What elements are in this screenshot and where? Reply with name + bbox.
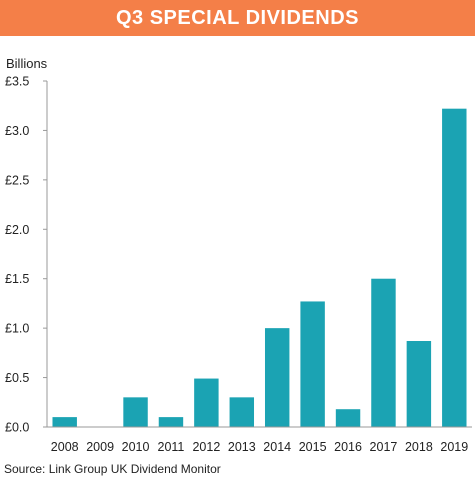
y-tick-label: £1.0 [5, 322, 29, 336]
bar-2014 [264, 328, 290, 427]
bar-2010 [123, 397, 148, 427]
y-tick-label: £2.5 [5, 173, 29, 187]
x-axis: 2008 2009 2010 2011 2012 2013 2014 2015 2016 2017… [47, 426, 472, 454]
bar-2013 [229, 397, 255, 427]
y-tick-label: £1.5 [5, 272, 29, 286]
chart-title: Q3 SPECIAL DIVIDENDS [115, 6, 360, 29]
y-tick-label: £0.0 [5, 421, 29, 435]
y-axis: £0.0 £0.5 £1.0 £1.5 £2.0 £2.5 £3.0 £3.5 [5, 75, 48, 435]
y-tick-label: £3.5 [5, 75, 29, 89]
x-tick-label-2011: 2011 [158, 440, 185, 454]
bar-2017 [371, 278, 396, 427]
bar-2016 [335, 409, 361, 427]
x-tick-label-2019: 2019 [440, 440, 468, 454]
x-tick-label-2010: 2010 [122, 440, 150, 454]
bar-2018 [406, 340, 432, 427]
source-note: Source: Link Group UK Dividend Monitor [4, 462, 221, 476]
bar-2011 [158, 417, 184, 427]
bar-2008 [52, 417, 77, 427]
bar-2012 [194, 378, 219, 427]
y-tick-label: £0.5 [5, 371, 29, 385]
chart-title-banner: Q3 SPECIAL DIVIDENDS [0, 0, 475, 36]
bars [52, 108, 467, 428]
bar-2015 [300, 301, 325, 427]
x-tick-label-2012: 2012 [192, 440, 220, 454]
y-tick-label: £3.0 [5, 124, 29, 138]
x-tick-label-2018: 2018 [405, 440, 433, 454]
y-axis-unit-label: Billions [6, 56, 48, 71]
x-tick-label-2013: 2013 [228, 440, 256, 454]
y-tick-label: £2.0 [5, 223, 29, 237]
x-tick-label-2017: 2017 [370, 440, 398, 454]
x-tick-label-2016: 2016 [334, 440, 362, 454]
x-tick-label-2009: 2009 [86, 440, 114, 454]
x-tick-label-2008: 2008 [51, 440, 79, 454]
bar-2019 [442, 108, 467, 428]
x-tick-label-2014: 2014 [263, 440, 291, 454]
x-tick-label-2015: 2015 [299, 440, 327, 454]
